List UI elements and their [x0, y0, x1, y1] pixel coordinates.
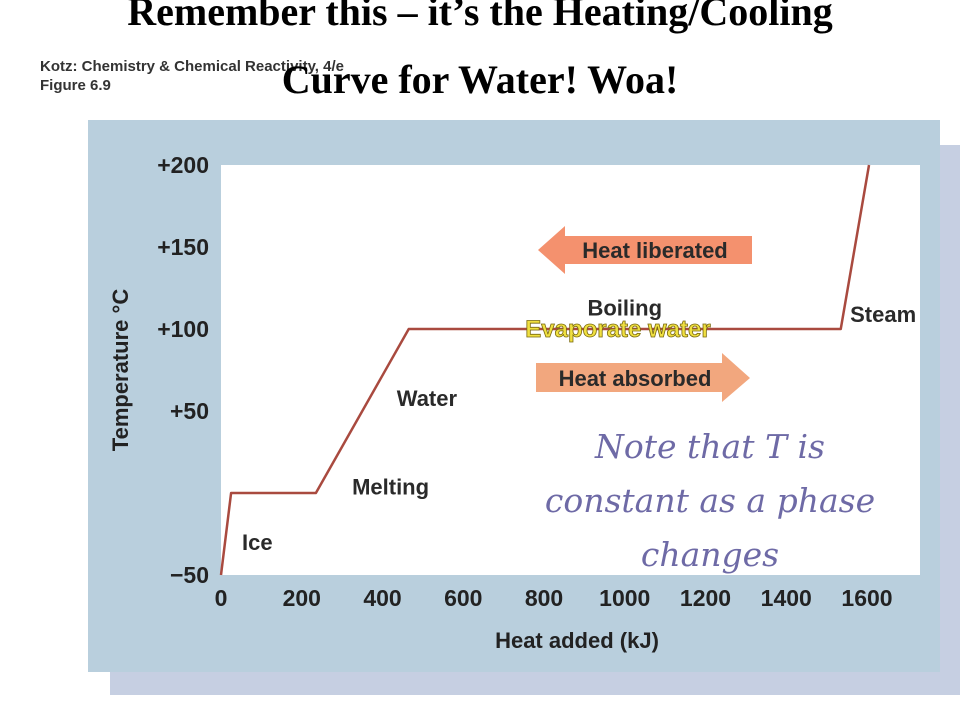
note-line-1: Note that T is [594, 427, 825, 466]
chart-marks [219, 164, 871, 576]
figure-number: Figure 6.9 [40, 77, 111, 94]
x-tick-labels: 0 200 400 600 800 1000 1200 1400 1600 [215, 585, 893, 611]
region-label-melting: Melting [352, 474, 429, 499]
x-tick-label: 1600 [841, 585, 892, 611]
slide-title-line-2: Curve for Water! Woa! [281, 57, 679, 102]
y-tick-label: +150 [157, 234, 209, 260]
heat-liberated-arrow-shape [538, 226, 752, 274]
heat-absorbed-label: Heat absorbed [559, 366, 712, 391]
region-label-water: Water [397, 386, 458, 411]
figure-source: Kotz: Chemistry & Chemical Reactivity, 4… [40, 57, 344, 95]
x-tick-label: 800 [525, 585, 563, 611]
y-axis-label: Temperature °C [108, 289, 133, 452]
x-tick-label: 1400 [761, 585, 812, 611]
note-line-3: changes [641, 535, 779, 574]
region-labels: Ice Melting Water Boiling Steam [242, 296, 916, 556]
region-label-boiling: Boiling [587, 296, 662, 321]
region-label-ice: Ice [242, 530, 273, 555]
x-tick-label: 1000 [599, 585, 650, 611]
y-tick-labels: −50 +50 +100 +150 +200 [157, 152, 209, 588]
evaporate-water-label: Evaporate water [525, 316, 710, 343]
y-tick-label: +50 [170, 398, 209, 424]
y-tick-label: −50 [170, 562, 209, 588]
y-tick-label: +200 [157, 152, 209, 178]
x-tick-label: 400 [363, 585, 401, 611]
phase-change-note: Note that T is constant as a phase chang… [545, 427, 875, 574]
x-axis-label: Heat added (kJ) [495, 628, 659, 653]
source-citation: Kotz: Chemistry & Chemical Reactivity, 4… [40, 58, 344, 75]
note-line-2: constant as a phase [545, 481, 875, 520]
x-tick-label: 200 [283, 585, 321, 611]
slide-title: Remember this – it’s the Heating/Cooling… [0, 0, 960, 114]
x-tick-label: 1200 [680, 585, 731, 611]
heat-liberated-arrow: Heat liberated [538, 226, 752, 274]
region-label-steam: Steam [850, 302, 916, 327]
heat-liberated-label: Heat liberated [582, 238, 728, 263]
heat-absorbed-arrow-shape [536, 353, 750, 402]
heat-absorbed-arrow: Heat absorbed [536, 353, 750, 402]
slide-title-line-1: Remember this – it’s the Heating/Cooling [127, 0, 833, 34]
x-tick-label: 0 [215, 585, 228, 611]
x-tick-label: 600 [444, 585, 482, 611]
heating-curve-line [219, 164, 871, 576]
y-tick-label: +100 [157, 316, 209, 342]
